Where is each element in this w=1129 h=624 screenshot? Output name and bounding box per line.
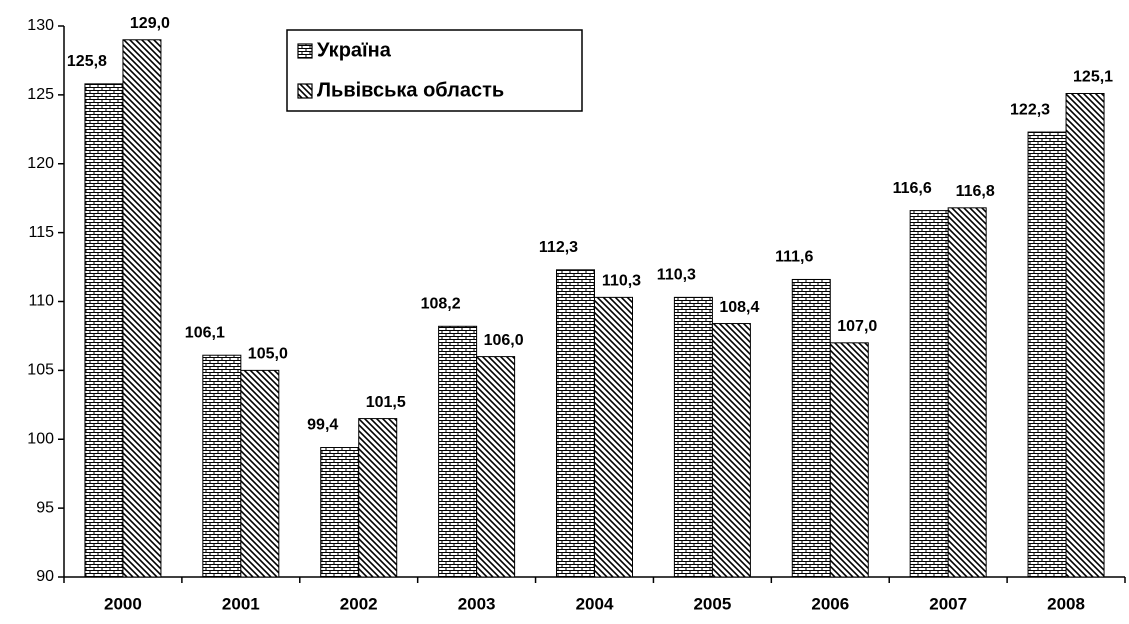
value-label: 129,0 xyxy=(130,15,170,32)
value-label: 108,4 xyxy=(719,299,759,316)
value-label: 107,0 xyxy=(837,318,877,335)
bar xyxy=(240,369,280,578)
y-tick-label: 95 xyxy=(36,499,54,516)
bar xyxy=(556,269,595,578)
bar xyxy=(320,447,360,578)
value-label: 112,3 xyxy=(539,239,578,256)
bar xyxy=(1065,92,1105,578)
x-tick-label: 2001 xyxy=(222,594,260,613)
legend-label: Львівська область xyxy=(317,79,504,101)
x-tick-label: 2005 xyxy=(693,594,731,613)
legend-swatch xyxy=(297,43,313,59)
x-tick-label: 2004 xyxy=(576,594,614,613)
value-label: 125,8 xyxy=(67,53,107,70)
bar xyxy=(947,207,987,578)
bar xyxy=(476,356,516,578)
value-label: 116,8 xyxy=(956,183,995,200)
bar xyxy=(909,210,949,578)
y-tick-label: 120 xyxy=(27,155,54,172)
value-label: 99,4 xyxy=(307,417,338,434)
legend-box xyxy=(286,29,583,112)
value-label: 110,3 xyxy=(657,267,696,284)
x-tick-label: 2007 xyxy=(929,594,967,613)
y-tick-label: 105 xyxy=(27,362,54,379)
value-label: 122,3 xyxy=(1010,101,1050,118)
value-label: 111,6 xyxy=(775,249,813,266)
bar xyxy=(438,325,478,578)
legend-swatch xyxy=(297,83,313,99)
x-tick-label: 2006 xyxy=(811,594,849,613)
legend-label: Україна xyxy=(317,39,392,61)
y-tick-label: 115 xyxy=(28,224,54,241)
y-tick-label: 90 xyxy=(36,568,54,585)
value-label: 105,0 xyxy=(248,346,288,363)
value-label: 108,2 xyxy=(421,296,461,313)
bar xyxy=(358,418,398,578)
bar xyxy=(711,323,751,578)
bar xyxy=(122,39,162,578)
bar xyxy=(829,342,869,578)
value-label: 125,1 xyxy=(1073,69,1113,86)
bar xyxy=(1027,131,1067,578)
x-tick-label: 2002 xyxy=(340,594,378,613)
bar xyxy=(84,83,124,578)
x-tick-label: 2008 xyxy=(1047,594,1085,613)
value-label: 116,6 xyxy=(893,180,932,197)
y-tick-label: 100 xyxy=(27,430,54,447)
bar xyxy=(594,296,633,578)
bar xyxy=(202,354,242,578)
value-label: 101,5 xyxy=(366,394,406,411)
x-tick-label: 2000 xyxy=(104,594,142,613)
y-tick-label: 130 xyxy=(27,17,54,34)
y-tick-label: 110 xyxy=(28,293,54,310)
bar xyxy=(673,296,713,578)
value-label: 106,1 xyxy=(185,324,225,341)
y-tick-label: 125 xyxy=(27,86,54,103)
x-tick-label: 2003 xyxy=(458,594,496,613)
value-label: 110,3 xyxy=(602,273,641,290)
bar xyxy=(791,278,831,578)
value-label: 106,0 xyxy=(484,332,524,349)
